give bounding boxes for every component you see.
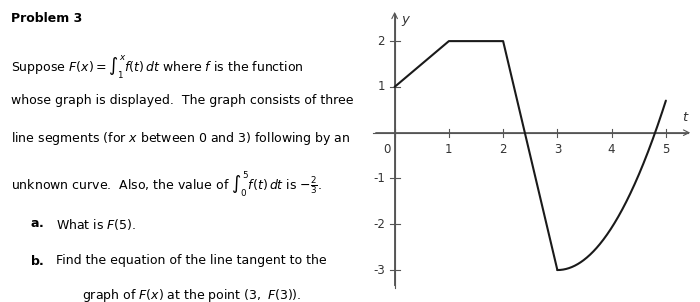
Text: -3: -3 (373, 264, 385, 277)
Text: Suppose $F(x) = \int_1^x f(t)\, dt$ where $f$ is the function: Suppose $F(x) = \int_1^x f(t)\, dt$ wher… (11, 54, 304, 82)
Text: Problem 3: Problem 3 (11, 12, 83, 25)
Text: $\mathbf{a.}$: $\mathbf{a.}$ (30, 217, 44, 230)
Text: 5: 5 (662, 143, 670, 156)
Text: -2: -2 (373, 218, 385, 231)
Text: whose graph is displayed.  The graph consists of three: whose graph is displayed. The graph cons… (11, 94, 354, 107)
Text: graph of $F(x)$ at the point $(3,\ F(3))$.: graph of $F(x)$ at the point $(3,\ F(3))… (83, 287, 302, 302)
Text: Find the equation of the line tangent to the: Find the equation of the line tangent to… (56, 254, 327, 267)
Text: t: t (682, 111, 687, 124)
Text: 4: 4 (608, 143, 615, 156)
Text: y: y (401, 13, 409, 26)
Text: 1: 1 (445, 143, 453, 156)
Text: 2: 2 (377, 35, 385, 48)
Text: line segments (for $x$ between 0 and 3) following by an: line segments (for $x$ between 0 and 3) … (11, 130, 351, 147)
Text: 0: 0 (383, 143, 390, 156)
Text: 2: 2 (499, 143, 507, 156)
Text: What is $F(5)$.: What is $F(5)$. (56, 217, 136, 233)
Text: $\mathbf{b.}$: $\mathbf{b.}$ (30, 254, 44, 268)
Text: -1: -1 (373, 172, 385, 185)
Text: 1: 1 (377, 80, 385, 93)
Text: 3: 3 (554, 143, 561, 156)
Text: unknown curve.  Also, the value of $\int_0^5 f(t)\, dt$ is $-\frac{2}{3}$.: unknown curve. Also, the value of $\int_… (11, 169, 322, 199)
